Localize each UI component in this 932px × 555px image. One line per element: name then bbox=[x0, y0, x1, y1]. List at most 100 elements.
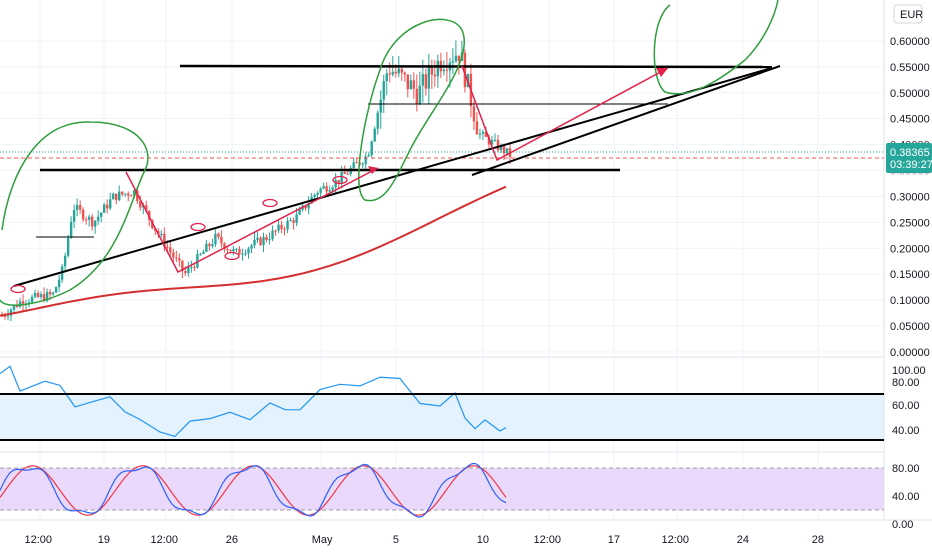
candle-body[interactable] bbox=[496, 139, 500, 151]
candle-body[interactable] bbox=[175, 257, 178, 259]
candle-body[interactable] bbox=[220, 236, 223, 244]
candle-body[interactable] bbox=[103, 204, 106, 213]
time-axis[interactable]: 12:00 19 12:00 26 May 5 10 12:00 17 12:00 24 28 bbox=[25, 534, 825, 546]
rsi-line[interactable] bbox=[0, 365, 507, 438]
candle-body[interactable] bbox=[214, 233, 217, 245]
candle-body[interactable] bbox=[409, 80, 413, 90]
candle-body[interactable] bbox=[340, 172, 343, 184]
candle-body[interactable] bbox=[502, 145, 506, 154]
candle-body[interactable] bbox=[433, 74, 437, 77]
candle-body[interactable] bbox=[325, 186, 328, 192]
candle-body[interactable] bbox=[391, 71, 394, 75]
candle-body[interactable] bbox=[181, 260, 184, 271]
candle-body[interactable] bbox=[45, 291, 49, 301]
candle-body[interactable] bbox=[145, 205, 148, 211]
candle-body[interactable] bbox=[352, 162, 355, 169]
candle-body[interactable] bbox=[115, 193, 118, 201]
candle-body[interactable] bbox=[400, 68, 403, 73]
candle-body[interactable] bbox=[403, 72, 406, 75]
trendline-lower[interactable] bbox=[471, 65, 781, 176]
candle-body[interactable] bbox=[106, 204, 109, 209]
candle-body[interactable] bbox=[499, 145, 503, 151]
trendline-upper[interactable] bbox=[13, 67, 773, 287]
candle-body[interactable] bbox=[256, 237, 259, 240]
candle-body[interactable] bbox=[385, 73, 388, 82]
candle-body[interactable] bbox=[66, 237, 70, 256]
drawings[interactable] bbox=[0, 0, 781, 318]
candle-body[interactable] bbox=[430, 66, 434, 75]
candle-body[interactable] bbox=[39, 294, 43, 297]
candle-body[interactable] bbox=[376, 112, 379, 129]
pivot-markers[interactable] bbox=[10, 175, 348, 294]
candle-body[interactable] bbox=[196, 254, 199, 268]
candle-body[interactable] bbox=[295, 214, 298, 223]
candle-body[interactable] bbox=[99, 212, 103, 217]
candle-body[interactable] bbox=[478, 133, 482, 135]
candle-body[interactable] bbox=[253, 239, 256, 246]
candle-body[interactable] bbox=[226, 249, 229, 251]
candle-body[interactable] bbox=[184, 270, 187, 274]
candle-body[interactable] bbox=[169, 247, 172, 253]
candle-body[interactable] bbox=[202, 251, 205, 254]
red-path-2[interactable] bbox=[461, 65, 669, 162]
candle-body[interactable] bbox=[250, 245, 253, 249]
candle-body[interactable] bbox=[406, 74, 409, 90]
candle-body[interactable] bbox=[328, 189, 331, 192]
candle-body[interactable] bbox=[265, 236, 268, 241]
candle-body[interactable] bbox=[346, 173, 349, 175]
candle-body[interactable] bbox=[6, 315, 10, 317]
moving-average-line[interactable] bbox=[0, 185, 507, 317]
candle-body[interactable] bbox=[130, 195, 133, 197]
candle-body[interactable] bbox=[388, 73, 391, 75]
candle-body[interactable] bbox=[163, 233, 166, 247]
candle-body[interactable] bbox=[367, 155, 370, 157]
candle-body[interactable] bbox=[457, 55, 461, 61]
candle-body[interactable] bbox=[259, 237, 262, 246]
candle-body[interactable] bbox=[418, 85, 422, 104]
candle-body[interactable] bbox=[124, 193, 127, 195]
candle-body[interactable] bbox=[475, 121, 479, 135]
pivot-marker[interactable] bbox=[262, 198, 278, 208]
candle-body[interactable] bbox=[472, 106, 476, 122]
candle-body[interactable] bbox=[379, 99, 382, 113]
candle-body[interactable] bbox=[30, 296, 34, 303]
candle-body[interactable] bbox=[451, 61, 455, 63]
candle-body[interactable] bbox=[292, 220, 295, 223]
candle-body[interactable] bbox=[235, 248, 238, 250]
pivot-marker[interactable] bbox=[190, 222, 206, 232]
candle-body[interactable] bbox=[187, 267, 190, 274]
candle-body[interactable] bbox=[343, 172, 346, 174]
stoch-k-line[interactable] bbox=[0, 463, 507, 518]
candle-body[interactable] bbox=[370, 141, 373, 156]
candle-body[interactable] bbox=[42, 294, 46, 301]
candle-body[interactable] bbox=[238, 248, 241, 255]
candle-body[interactable] bbox=[136, 190, 139, 202]
candle-body[interactable] bbox=[394, 71, 397, 74]
candle-body[interactable] bbox=[57, 279, 61, 288]
candle-body[interactable] bbox=[18, 301, 22, 307]
candle-body[interactable] bbox=[493, 139, 497, 141]
candle-body[interactable] bbox=[427, 66, 431, 89]
candle-body[interactable] bbox=[415, 88, 419, 104]
candle-body[interactable] bbox=[36, 292, 40, 297]
price-axis[interactable]: 0.600000.550000.500000.450000.400000.350… bbox=[890, 36, 930, 359]
candle-body[interactable] bbox=[54, 287, 58, 293]
candle-body[interactable] bbox=[193, 267, 196, 269]
candle-body[interactable] bbox=[331, 187, 334, 190]
candle-body[interactable] bbox=[436, 60, 440, 77]
horizontal-line-resistance[interactable] bbox=[179, 64, 773, 69]
candle-body[interactable] bbox=[505, 148, 509, 154]
pivot-marker[interactable] bbox=[332, 175, 348, 185]
candle-body[interactable] bbox=[217, 233, 220, 237]
candle-body[interactable] bbox=[96, 216, 100, 221]
pivot-marker[interactable] bbox=[224, 251, 240, 261]
candle-body[interactable] bbox=[334, 179, 337, 188]
candle-body[interactable] bbox=[87, 216, 91, 220]
candle-body[interactable] bbox=[283, 229, 286, 231]
candle-body[interactable] bbox=[382, 81, 385, 100]
red-path-1[interactable] bbox=[125, 167, 379, 274]
candle-body[interactable] bbox=[3, 315, 7, 317]
candle-body[interactable] bbox=[223, 243, 226, 250]
